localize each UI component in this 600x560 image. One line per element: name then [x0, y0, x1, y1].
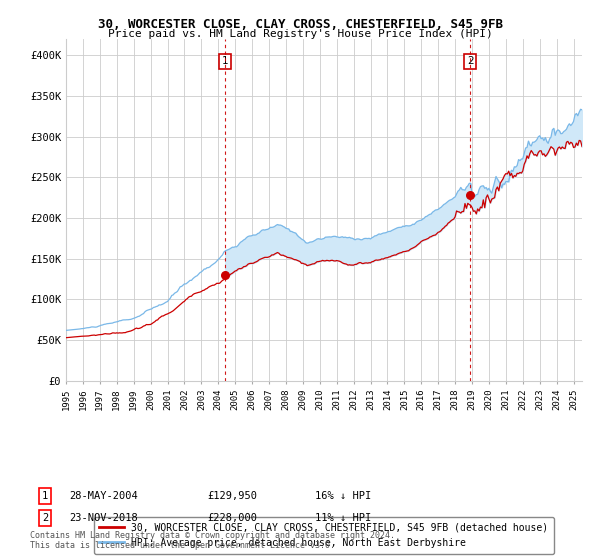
Text: 30, WORCESTER CLOSE, CLAY CROSS, CHESTERFIELD, S45 9FB: 30, WORCESTER CLOSE, CLAY CROSS, CHESTER…: [97, 18, 503, 31]
Text: 1: 1: [222, 56, 229, 66]
Text: 2: 2: [467, 56, 473, 66]
Text: 11% ↓ HPI: 11% ↓ HPI: [315, 513, 371, 523]
Text: 16% ↓ HPI: 16% ↓ HPI: [315, 491, 371, 501]
Text: 2: 2: [42, 513, 48, 523]
Legend: 30, WORCESTER CLOSE, CLAY CROSS, CHESTERFIELD, S45 9FB (detached house), HPI: Av: 30, WORCESTER CLOSE, CLAY CROSS, CHESTER…: [94, 517, 554, 554]
Text: Price paid vs. HM Land Registry's House Price Index (HPI): Price paid vs. HM Land Registry's House …: [107, 29, 493, 39]
Text: 1: 1: [42, 491, 48, 501]
Text: 23-NOV-2018: 23-NOV-2018: [69, 513, 138, 523]
Text: 28-MAY-2004: 28-MAY-2004: [69, 491, 138, 501]
Text: £228,000: £228,000: [207, 513, 257, 523]
Text: £129,950: £129,950: [207, 491, 257, 501]
Point: [466, 191, 475, 200]
Point: [220, 270, 230, 279]
Text: Contains HM Land Registry data © Crown copyright and database right 2024.
This d: Contains HM Land Registry data © Crown c…: [30, 530, 395, 550]
